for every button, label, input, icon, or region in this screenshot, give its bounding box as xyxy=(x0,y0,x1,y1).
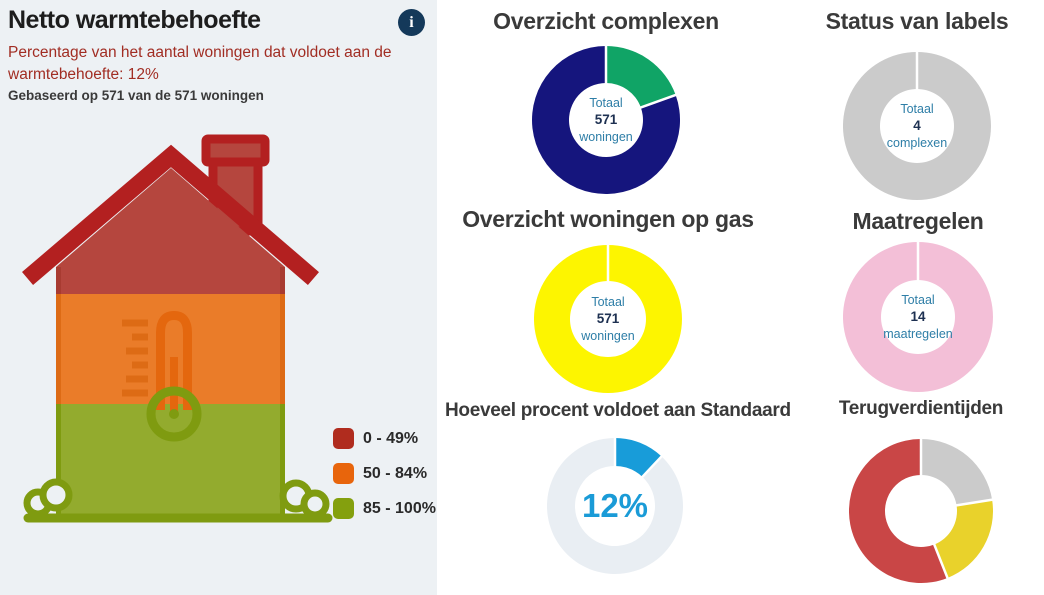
warmtebehoefte-legend: 0 - 49% 50 - 84% 85 - 100% xyxy=(333,428,436,533)
legend-label: 50 - 84% xyxy=(363,464,428,482)
chart-procent-standaard: Hoeveel procent voldoet aan Standaard 12… xyxy=(445,400,791,574)
panel-subtitle: Percentage van het aantal woningen dat v… xyxy=(8,44,392,84)
chart-title-terugverdientijden: Terugverdientijden xyxy=(838,398,1004,419)
panel-basis-text: Gebaseerd op 571 van de 571 woningen xyxy=(8,88,264,103)
donut-overzicht-complexen[interactable]: Totaal 571 woningen xyxy=(532,46,680,194)
house-thermometer-illustration xyxy=(18,126,340,528)
bush-left xyxy=(23,478,73,518)
legend-swatch-red xyxy=(333,428,354,449)
bush-right xyxy=(279,479,330,519)
house-band-orange-edge-left xyxy=(56,294,61,404)
legend-item-50-84: 50 - 84% xyxy=(333,463,436,484)
chart-title-status-van-labels: Status van labels xyxy=(825,8,1009,34)
legend-item-85-100: 85 - 100% xyxy=(333,498,436,519)
donut-maatregelen[interactable]: Totaal 14 maatregelen xyxy=(843,242,993,392)
house-band-red-edge-right xyxy=(280,267,285,294)
legend-swatch-orange xyxy=(333,463,354,484)
house-roof xyxy=(22,144,319,285)
donut-status-van-labels[interactable]: Totaal 4 complexen xyxy=(843,52,991,200)
legend-label: 85 - 100% xyxy=(363,499,436,517)
house-band-green xyxy=(56,404,285,516)
chart-maatregelen: Maatregelen Totaal 14 maatregelen xyxy=(768,208,1044,392)
legend-swatch-green xyxy=(333,498,354,519)
chart-title-overzicht-complexen: Overzicht complexen xyxy=(493,8,719,34)
donut-procent-standaard[interactable]: 12% xyxy=(547,438,683,574)
house-band-orange-edge-right xyxy=(280,294,285,404)
page-title: Netto warmtebehoefte xyxy=(8,6,261,34)
legend-item-0-49: 0 - 49% xyxy=(333,428,436,449)
info-icon[interactable]: i xyxy=(398,9,425,36)
house-band-green-edge-left xyxy=(56,404,61,516)
house-band-red xyxy=(56,168,285,294)
house-band-green-edge-right xyxy=(280,404,285,516)
chart-title-woningen-op-gas: Overzicht woningen op gas xyxy=(462,206,754,232)
chart-title-maatregelen: Maatregelen xyxy=(852,208,984,234)
chart-title-procent-standaard: Hoeveel procent voldoet aan Standaard xyxy=(445,400,791,421)
donut-terugverdientijden[interactable] xyxy=(849,439,993,583)
house-band-red-edge-left xyxy=(56,267,61,294)
thermometer-scale-dashes xyxy=(122,319,148,397)
netto-warmtebehoefte-panel: Netto warmtebehoefte i Percentage van he… xyxy=(0,0,437,595)
thermometer-icon xyxy=(146,310,202,442)
chart-woningen-op-gas: Overzicht woningen op gas Totaal 571 won… xyxy=(448,206,768,393)
legend-label: 0 - 49% xyxy=(363,429,419,447)
donut-woningen-op-gas[interactable]: Totaal 571 woningen xyxy=(534,245,682,393)
info-icon-glyph: i xyxy=(409,13,414,31)
house-illustration-svg xyxy=(22,134,333,523)
chart-overzicht-complexen: Overzicht complexen Totaal 571 woningen xyxy=(446,8,766,194)
chart-terugverdientijden: Terugverdientijden xyxy=(771,398,1044,583)
chart-status-van-labels: Status van labels Totaal 4 complexen xyxy=(767,8,1044,200)
